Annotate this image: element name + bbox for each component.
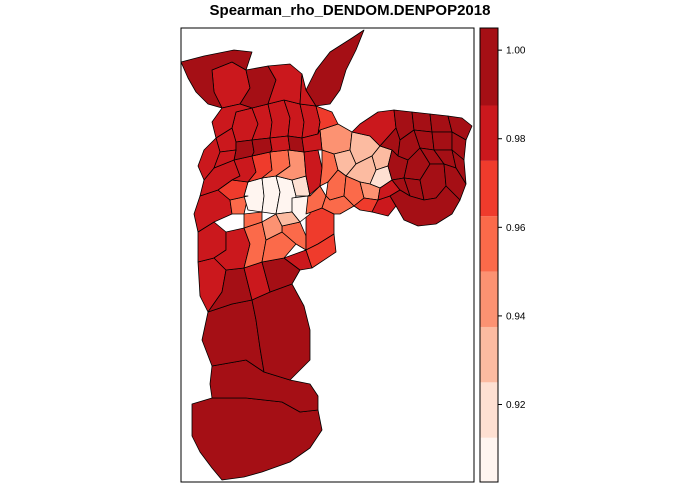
region-cs-5 <box>305 233 337 269</box>
region-east-c-11 <box>321 195 355 215</box>
region-east-5 <box>447 115 473 141</box>
region-upper-4 <box>211 103 253 139</box>
legend-bin-7 <box>480 28 498 106</box>
region-east-19 <box>443 163 467 201</box>
legend-bin-6 <box>480 105 498 161</box>
region-center-7 <box>275 211 301 227</box>
legend-colorbar <box>480 28 498 482</box>
region-n-spike <box>305 29 365 107</box>
region-north-11 <box>287 135 305 153</box>
legend-bin-5 <box>480 160 498 217</box>
region-center-6 <box>243 211 263 229</box>
region-mid-6 <box>303 149 323 197</box>
legend-ticks: 0.92 0.94 0.96 0.98 1.00 <box>498 46 526 411</box>
region-east-9 <box>431 131 453 151</box>
legend-tick-label: 0.94 <box>506 311 526 322</box>
legend-tick-label: 1.00 <box>506 46 526 57</box>
legend-bin-2 <box>480 326 498 383</box>
plot-frame <box>180 27 475 483</box>
legend-bin-0 <box>480 437 498 482</box>
map-title: Spearman_rho_DENDOM.DENPOP2018 <box>209 2 491 19</box>
region-cs-3 <box>261 213 283 241</box>
legend-bin-1 <box>480 382 498 438</box>
legend-tick-label: 0.92 <box>506 400 526 411</box>
region-upper-3 <box>267 63 303 105</box>
region-east-20 <box>389 185 461 227</box>
region-nw-far <box>180 49 253 109</box>
region-north-10 <box>269 135 291 153</box>
legend-frame <box>479 27 499 483</box>
legend-bin-4 <box>480 216 498 272</box>
region-east-3 <box>411 111 433 133</box>
legend-bin-3 <box>480 271 498 327</box>
map-regions <box>180 29 473 481</box>
region-north-14 <box>213 149 237 169</box>
legend-tick-label: 0.98 <box>506 134 526 145</box>
region-north-12 <box>301 129 323 153</box>
legend-tick-label: 0.96 <box>506 223 526 234</box>
